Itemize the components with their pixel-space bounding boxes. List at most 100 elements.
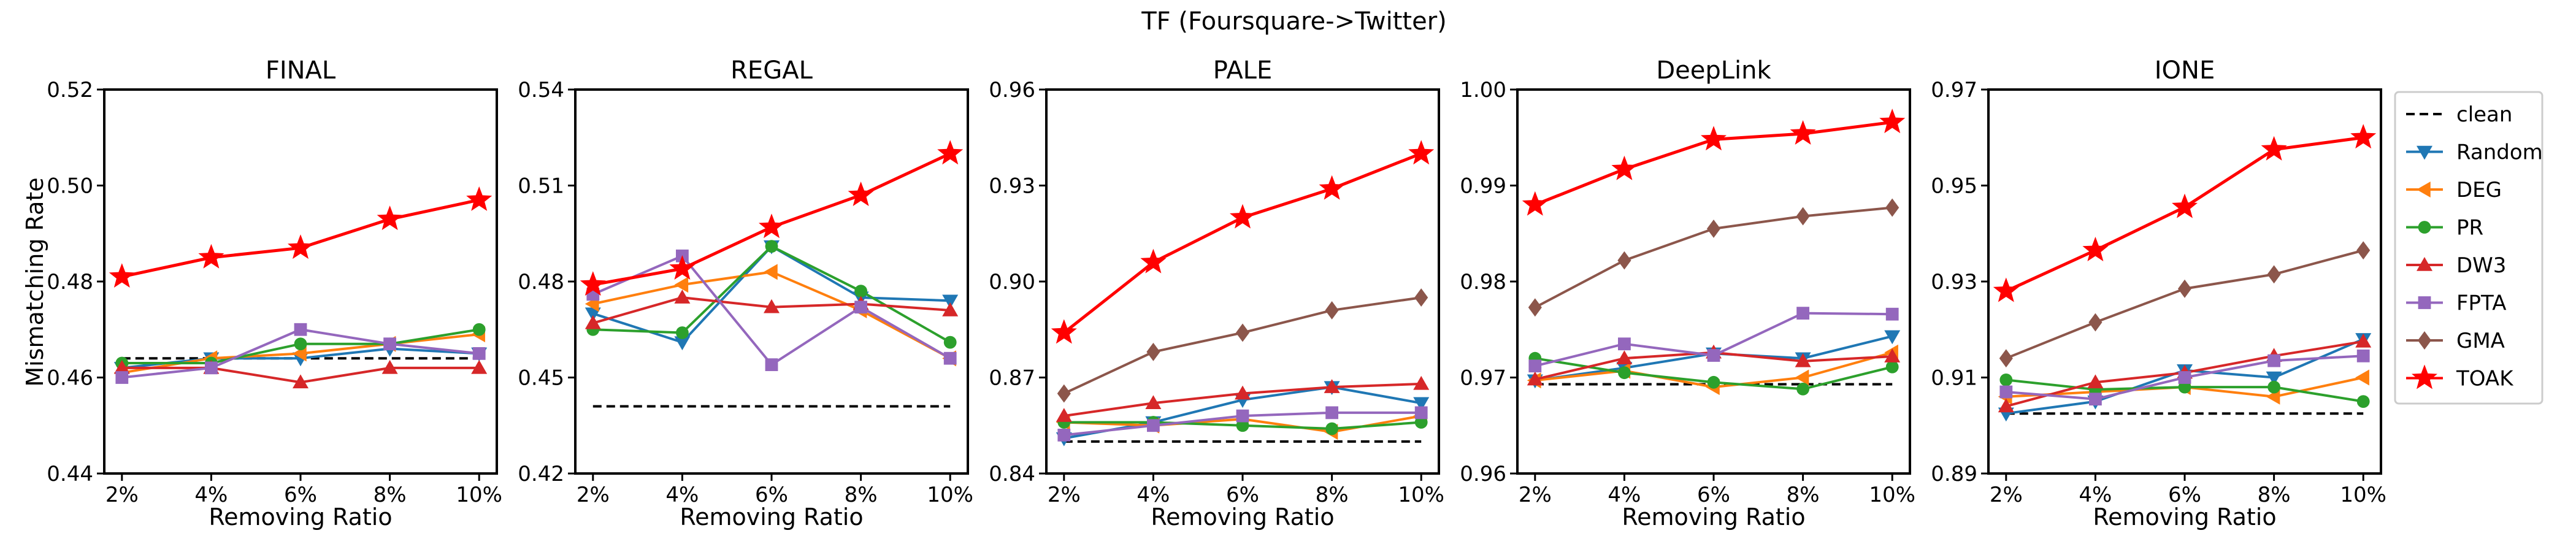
- legend-box: [2394, 91, 2543, 405]
- data-point-pr: [2178, 380, 2191, 394]
- chart-panel-pale: PALE 0.84 0.87 0.90 0.93 0.96 2% 4% 6% 8% 10% Remov…: [989, 56, 1444, 531]
- data-point-dw3: [2087, 374, 2104, 389]
- series-fpta: [1999, 349, 2370, 406]
- data-point-pr: [1236, 419, 1249, 432]
- legend-label: FPTA: [2456, 291, 2506, 316]
- data-point-dw3: [1795, 353, 1811, 367]
- panel-frame: [1987, 88, 2382, 475]
- x-tick-label: 2%: [105, 483, 139, 507]
- legend-entry-deg: DEG: [2406, 178, 2502, 202]
- y-tick-label: 0.51: [518, 174, 564, 199]
- series-line-gma: [1063, 296, 1422, 395]
- series-dw3: [585, 289, 959, 329]
- data-point-fpta: [1999, 385, 2013, 399]
- legend: clean Random DEG PR DW3 FPTA GMA TOAK: [2394, 91, 2543, 405]
- y-tick-label: 0.96: [989, 78, 1035, 102]
- data-point-gma: [1057, 384, 1071, 403]
- x-tick-label: 4%: [665, 483, 699, 507]
- series-fpta: [586, 249, 957, 372]
- y-tick-label: 0.99: [1460, 174, 1506, 199]
- data-point-toak: [669, 255, 696, 280]
- x-tick-label: 10%: [1398, 483, 1444, 507]
- data-point-fpta: [854, 301, 867, 314]
- legend-entry-gma: GMA: [2406, 329, 2505, 353]
- data-point-gma: [1885, 198, 1899, 217]
- x-axis-label: Removing Ratio: [1622, 504, 1805, 531]
- panel-title: REGAL: [730, 56, 813, 85]
- y-tick-label: 0.87: [989, 366, 1035, 391]
- x-tick-label: 6%: [1226, 483, 1259, 507]
- data-point-toak: [198, 243, 224, 269]
- data-point-dw3: [113, 359, 130, 374]
- data-point-dw3: [381, 359, 398, 374]
- data-point-pr: [472, 323, 486, 336]
- y-tick-label: 0.97: [1931, 78, 1977, 102]
- y-tick-label: 0.90: [989, 270, 1035, 294]
- y-tick-label: 0.45: [518, 366, 564, 391]
- data-point-gma: [2088, 313, 2103, 332]
- data-point-deg: [764, 264, 778, 280]
- panel-title: FINAL: [266, 56, 336, 85]
- data-point-fpta: [1057, 429, 1071, 442]
- data-point-dw3: [1235, 385, 1251, 400]
- x-tick-label: 4%: [194, 483, 228, 507]
- legend-label: DW3: [2456, 253, 2506, 278]
- y-tick-label: 0.54: [518, 78, 564, 102]
- panel-frame: [1516, 88, 1911, 475]
- series-pr: [1999, 374, 2370, 408]
- data-point-pr: [943, 335, 957, 349]
- data-point-fpta: [1414, 406, 1428, 420]
- data-point-pr: [854, 285, 867, 298]
- data-point-toak: [1140, 248, 1167, 274]
- panel-frame: [103, 88, 498, 475]
- y-tick-label: 0.89: [1931, 462, 1977, 486]
- x-axis-label: Removing Ratio: [1151, 504, 1334, 531]
- data-point-fpta: [765, 358, 778, 372]
- legend-entry-pr: PR: [2406, 216, 2483, 240]
- data-point-dw3: [1056, 408, 1072, 422]
- x-tick-label: 6%: [284, 483, 317, 507]
- data-point-toak: [2082, 237, 2109, 262]
- data-point-pr: [1325, 422, 1339, 435]
- data-point-gma: [2177, 279, 2192, 298]
- data-point-dw3: [293, 374, 309, 389]
- data-point-gma: [1796, 207, 1810, 226]
- data-point-dw3: [1145, 395, 1162, 409]
- x-tick-label: 8%: [2258, 483, 2291, 507]
- data-point-fpta: [1618, 337, 1631, 351]
- data-point-random: [1884, 330, 1901, 345]
- panel-title: DeepLink: [1656, 56, 1771, 85]
- y-tick-label: 0.97: [1460, 366, 1506, 391]
- data-point-toak: [377, 205, 403, 231]
- data-point-fpta: [2356, 349, 2370, 362]
- data-point-toak: [109, 263, 135, 288]
- data-point-toak: [1408, 140, 1435, 165]
- legend-entry-dw3: DW3: [2406, 253, 2506, 278]
- series-line-toak: [2005, 136, 2364, 293]
- x-tick-label: 6%: [1697, 483, 1730, 507]
- y-axis-label: Mismatching Rate: [21, 177, 48, 386]
- legend-marker-toak: [2411, 364, 2438, 389]
- data-point-toak: [580, 271, 606, 296]
- x-tick-label: 10%: [456, 483, 502, 507]
- data-point-dw3: [1527, 371, 1543, 386]
- x-axis-label: Removing Ratio: [680, 504, 863, 531]
- chart-panels: FINAL 0.44 0.46 0.48 0.50 0.52 2% 4% 6% 8% 10% Remo…: [47, 56, 2386, 531]
- data-point-toak: [1229, 204, 1256, 229]
- data-point-deg: [2355, 369, 2369, 386]
- chart-panel-deeplink: DeepLink 0.96 0.97 0.98 0.99 1.00 2% 4% 6% 8% 10% R…: [1460, 56, 1915, 531]
- data-point-pr: [1885, 360, 1899, 374]
- data-point-deg: [674, 277, 689, 293]
- x-axis-label: Removing Ratio: [209, 504, 392, 531]
- data-point-dw3: [585, 315, 601, 329]
- data-point-fpta: [1707, 349, 1720, 362]
- panel-title: PALE: [1213, 56, 1272, 85]
- data-point-random: [1413, 397, 1430, 412]
- legend-entry-clean: clean: [2406, 102, 2512, 127]
- data-point-random: [585, 307, 601, 322]
- data-point-pr: [1414, 416, 1428, 429]
- y-tick-label: 0.96: [1460, 462, 1506, 486]
- figure-suptitle: TF (Foursquare->Twitter): [1141, 7, 1447, 36]
- series-gma: [1057, 288, 1428, 403]
- data-point-fpta: [1885, 307, 1899, 321]
